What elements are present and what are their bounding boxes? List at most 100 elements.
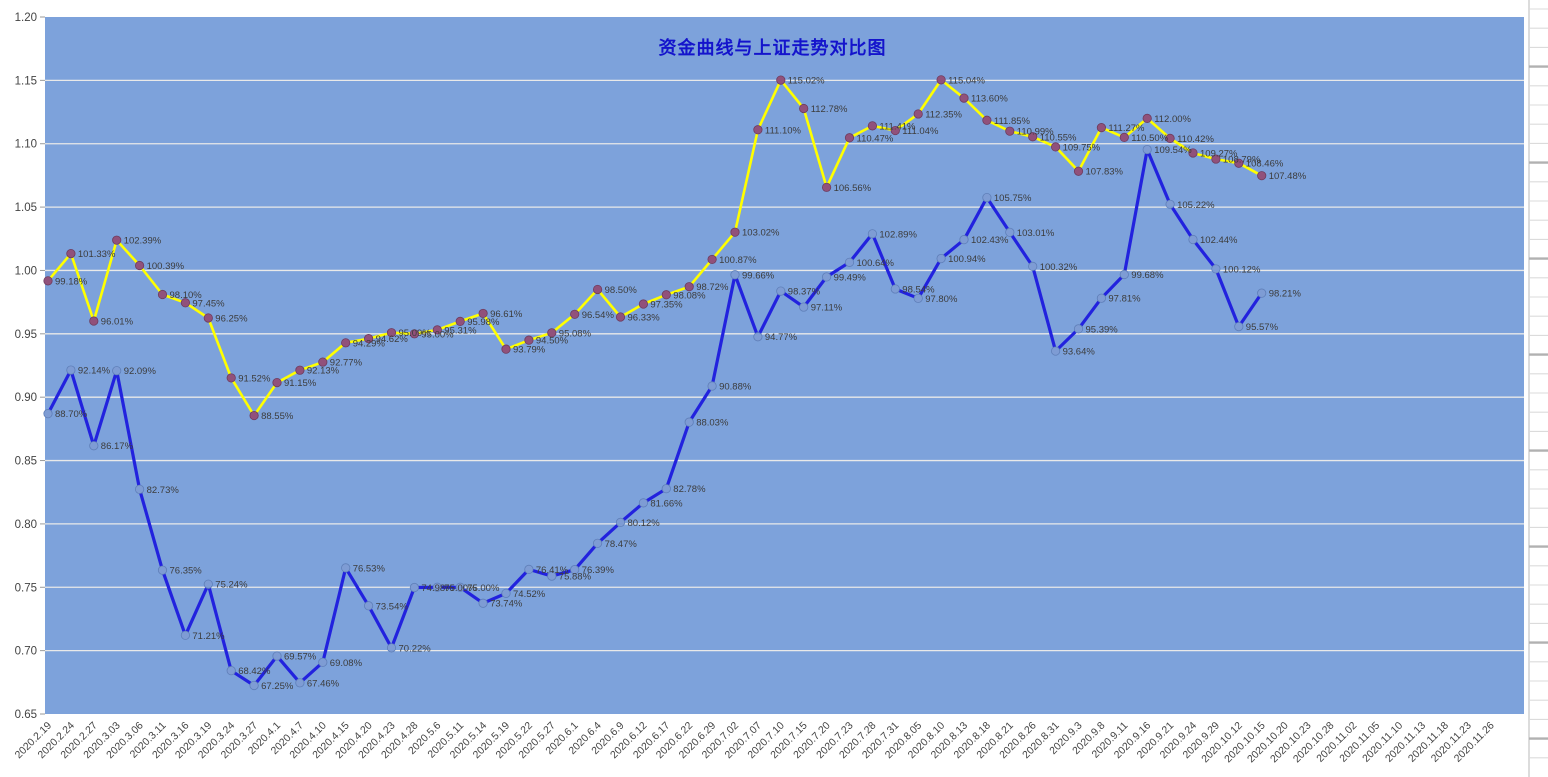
- data-point-marker[interactable]: [409, 582, 419, 593]
- data-point-marker[interactable]: [249, 680, 259, 691]
- data-point-marker[interactable]: [890, 125, 900, 136]
- data-point-marker[interactable]: [478, 308, 488, 319]
- data-point-marker[interactable]: [799, 302, 809, 312]
- data-point-marker[interactable]: [1257, 171, 1267, 181]
- data-point-marker[interactable]: [341, 338, 351, 348]
- data-point-marker[interactable]: [524, 564, 534, 575]
- data-point-marker[interactable]: [272, 651, 282, 661]
- data-point-marker[interactable]: [203, 313, 213, 323]
- data-point-marker[interactable]: [455, 582, 465, 592]
- data-point-marker[interactable]: [615, 517, 626, 527]
- data-point-marker[interactable]: [936, 75, 946, 85]
- data-point-marker[interactable]: [1028, 132, 1038, 142]
- data-point-marker[interactable]: [501, 588, 511, 598]
- data-point-marker[interactable]: [982, 192, 992, 203]
- data-point-marker[interactable]: [1142, 113, 1152, 123]
- data-point-marker[interactable]: [66, 365, 76, 375]
- data-point-marker[interactable]: [1257, 288, 1267, 298]
- data-point-marker[interactable]: [867, 229, 878, 239]
- data-point-marker[interactable]: [1119, 269, 1129, 280]
- series-capital-curve[interactable]: [43, 75, 1267, 421]
- data-point-marker[interactable]: [661, 290, 671, 300]
- data-point-marker[interactable]: [432, 582, 442, 592]
- data-point-marker[interactable]: [135, 260, 145, 271]
- data-point-marker[interactable]: [776, 75, 786, 85]
- data-point-marker[interactable]: [112, 235, 122, 245]
- series-shanghai-index[interactable]: [43, 144, 1267, 691]
- data-point-marker[interactable]: [112, 366, 122, 376]
- data-point-marker[interactable]: [615, 312, 626, 322]
- data-point-marker[interactable]: [1234, 321, 1244, 332]
- data-point-marker[interactable]: [66, 248, 76, 259]
- data-point-marker[interactable]: [341, 563, 351, 573]
- data-point-marker[interactable]: [730, 227, 740, 237]
- data-point-marker[interactable]: [295, 678, 305, 688]
- data-point-marker[interactable]: [1005, 227, 1015, 237]
- data-point-marker[interactable]: [844, 257, 855, 267]
- data-point-marker[interactable]: [1096, 293, 1107, 303]
- data-point-marker[interactable]: [43, 409, 53, 419]
- data-point-marker[interactable]: [1073, 166, 1084, 176]
- data-point-marker[interactable]: [203, 579, 213, 589]
- data-point-marker[interactable]: [1211, 264, 1221, 274]
- data-point-marker[interactable]: [1234, 158, 1244, 168]
- data-point-marker[interactable]: [638, 498, 649, 508]
- data-point-marker[interactable]: [959, 235, 969, 245]
- data-point-marker[interactable]: [524, 335, 534, 345]
- data-point-marker[interactable]: [249, 410, 259, 421]
- data-point-marker[interactable]: [363, 334, 374, 344]
- data-point-marker[interactable]: [684, 417, 694, 427]
- data-point-marker[interactable]: [272, 378, 282, 388]
- data-point-marker[interactable]: [753, 332, 763, 342]
- data-point-marker[interactable]: [89, 316, 99, 326]
- data-point-marker[interactable]: [890, 284, 900, 294]
- data-point-marker[interactable]: [1211, 154, 1221, 164]
- data-point-marker[interactable]: [226, 666, 236, 676]
- data-point-marker[interactable]: [318, 657, 328, 667]
- data-point-marker[interactable]: [547, 328, 557, 338]
- data-point-marker[interactable]: [1096, 123, 1107, 133]
- data-point-marker[interactable]: [684, 282, 694, 292]
- data-point-marker[interactable]: [1005, 126, 1015, 136]
- data-point-marker[interactable]: [913, 109, 923, 119]
- data-point-marker[interactable]: [180, 298, 190, 308]
- data-point-marker[interactable]: [386, 328, 397, 338]
- data-point-marker[interactable]: [570, 309, 580, 319]
- data-point-marker[interactable]: [638, 299, 649, 309]
- data-point-marker[interactable]: [547, 571, 557, 581]
- data-point-marker[interactable]: [455, 316, 465, 326]
- data-point-marker[interactable]: [936, 253, 946, 264]
- data-point-marker[interactable]: [89, 441, 99, 451]
- data-point-marker[interactable]: [1165, 133, 1175, 144]
- data-point-marker[interactable]: [226, 373, 236, 383]
- data-point-marker[interactable]: [570, 565, 580, 575]
- data-point-marker[interactable]: [753, 125, 763, 135]
- data-point-marker[interactable]: [157, 289, 168, 300]
- data-point-marker[interactable]: [409, 329, 419, 339]
- data-point-marker[interactable]: [707, 381, 717, 391]
- data-point-marker[interactable]: [1165, 199, 1175, 209]
- data-point-marker[interactable]: [799, 103, 809, 114]
- data-point-marker[interactable]: [363, 601, 374, 611]
- series-line[interactable]: [46, 78, 1263, 417]
- data-point-marker[interactable]: [1051, 346, 1061, 356]
- data-point-marker[interactable]: [180, 630, 190, 640]
- data-point-marker[interactable]: [318, 357, 328, 367]
- data-point-marker[interactable]: [776, 286, 786, 296]
- data-point-marker[interactable]: [844, 133, 855, 143]
- data-point-marker[interactable]: [135, 484, 145, 494]
- data-point-marker[interactable]: [1142, 144, 1152, 155]
- data-point-marker[interactable]: [1119, 132, 1129, 142]
- data-point-marker[interactable]: [592, 538, 603, 548]
- plot-area[interactable]: [45, 17, 1524, 714]
- data-point-marker[interactable]: [821, 182, 832, 192]
- data-point-marker[interactable]: [913, 293, 923, 303]
- data-point-marker[interactable]: [821, 272, 832, 282]
- data-point-marker[interactable]: [661, 484, 671, 494]
- data-point-marker[interactable]: [432, 325, 442, 335]
- data-point-marker[interactable]: [1188, 148, 1198, 158]
- data-point-marker[interactable]: [157, 565, 168, 575]
- data-point-marker[interactable]: [43, 276, 53, 286]
